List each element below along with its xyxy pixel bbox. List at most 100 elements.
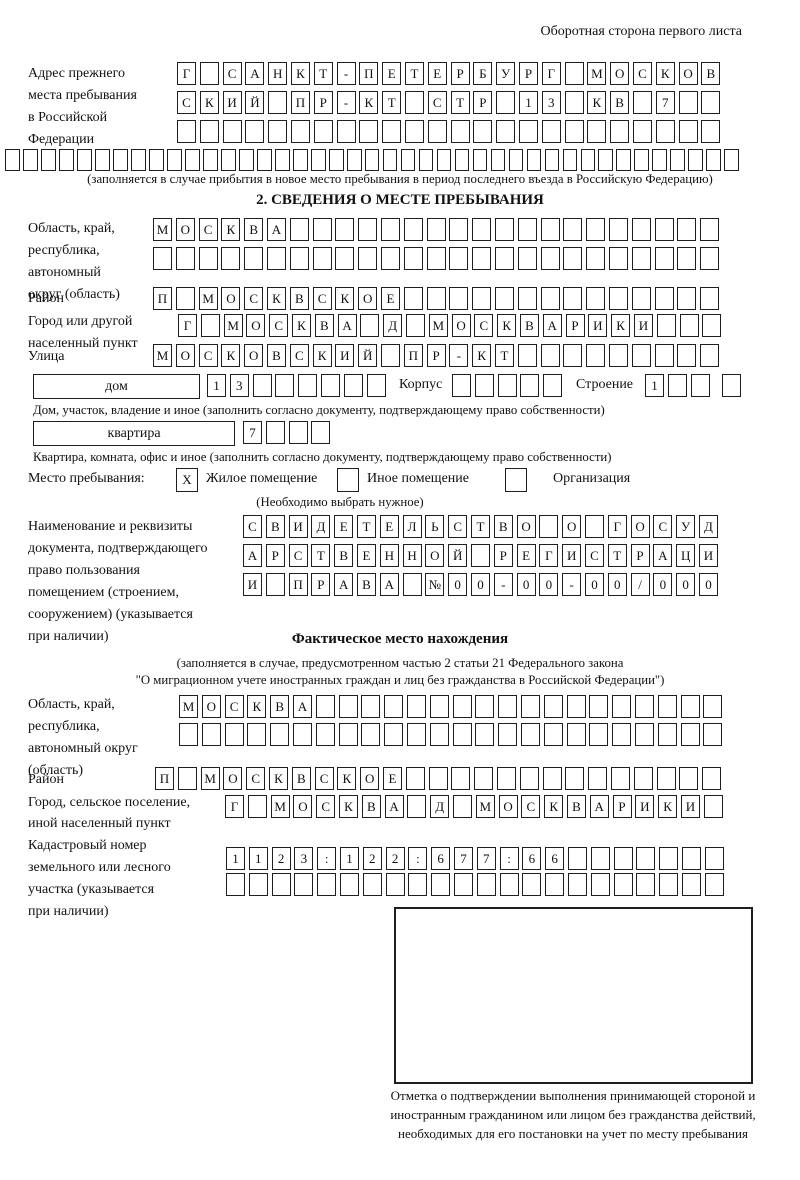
char-cell[interactable]	[680, 723, 700, 746]
char-cell[interactable]: К	[497, 314, 517, 337]
char-cell[interactable]	[564, 120, 584, 143]
char-cell[interactable]: К	[268, 767, 288, 790]
char-cell[interactable]: К	[291, 314, 311, 337]
char-cell[interactable]: Й	[245, 91, 265, 114]
char-cell[interactable]	[567, 847, 587, 870]
char-cell[interactable]: В	[265, 515, 285, 538]
char-cell[interactable]: Т	[404, 62, 424, 85]
char-cell[interactable]: -	[562, 573, 582, 596]
char-cell[interactable]	[679, 314, 699, 337]
char-cell[interactable]	[470, 544, 490, 567]
char-cell[interactable]	[517, 287, 537, 310]
char-cell[interactable]	[252, 374, 272, 397]
char-cell[interactable]	[315, 695, 335, 718]
char-cell[interactable]	[678, 120, 698, 143]
char-cell[interactable]	[179, 723, 198, 746]
char-cell[interactable]	[657, 695, 677, 718]
apartment-row[interactable]: 7	[243, 421, 331, 444]
char-cell[interactable]	[543, 695, 563, 718]
char-cell[interactable]: Р	[473, 91, 493, 114]
char-cell[interactable]: С	[243, 515, 262, 538]
char-cell[interactable]	[474, 767, 494, 790]
char-cell[interactable]: Н	[268, 62, 288, 85]
char-cell[interactable]	[407, 795, 427, 818]
char-cell[interactable]: К	[199, 91, 219, 114]
char-cell[interactable]: Е	[516, 544, 536, 567]
char-cell[interactable]	[247, 723, 267, 746]
char-cell[interactable]	[563, 344, 583, 367]
char-cell[interactable]	[566, 695, 586, 718]
char-cell[interactable]	[701, 120, 721, 143]
char-cell[interactable]: А	[292, 695, 312, 718]
char-cell[interactable]	[636, 847, 656, 870]
char-cell[interactable]: П	[290, 91, 310, 114]
char-cell[interactable]	[452, 795, 472, 818]
char-cell[interactable]: С	[289, 344, 309, 367]
char-cell[interactable]: К	[611, 314, 631, 337]
char-cell[interactable]	[288, 421, 308, 444]
char-cell[interactable]	[311, 421, 331, 444]
char-cell[interactable]: В	[270, 695, 290, 718]
char-cell[interactable]: Т	[494, 344, 514, 367]
char-cell[interactable]	[275, 374, 295, 397]
char-cell[interactable]	[428, 767, 448, 790]
char-cell[interactable]	[200, 314, 220, 337]
char-cell[interactable]	[677, 247, 697, 270]
char-cell[interactable]	[346, 149, 362, 171]
char-cell[interactable]	[384, 723, 404, 746]
actual-region-row-2[interactable]	[179, 723, 723, 746]
char-cell[interactable]	[703, 795, 723, 818]
char-cell[interactable]: С	[224, 695, 244, 718]
char-cell[interactable]	[274, 149, 290, 171]
char-cell[interactable]	[289, 218, 309, 241]
char-cell[interactable]: 1	[518, 91, 538, 114]
char-cell[interactable]: О	[562, 515, 582, 538]
char-cell[interactable]	[5, 149, 20, 171]
char-cell[interactable]	[475, 723, 495, 746]
char-cell[interactable]	[586, 247, 606, 270]
char-cell[interactable]	[540, 287, 560, 310]
char-cell[interactable]: В	[610, 91, 630, 114]
char-cell[interactable]: М	[179, 695, 198, 718]
char-cell[interactable]	[563, 287, 583, 310]
char-cell[interactable]: В	[701, 62, 721, 85]
char-cell[interactable]: О	[175, 218, 195, 241]
char-cell[interactable]	[449, 287, 469, 310]
char-cell[interactable]: Л	[402, 515, 422, 538]
char-cell[interactable]: С	[584, 544, 604, 567]
char-cell[interactable]	[540, 247, 560, 270]
house-box[interactable]: дом	[33, 374, 200, 399]
char-cell[interactable]	[616, 149, 632, 171]
char-cell[interactable]: И	[243, 573, 262, 596]
char-cell[interactable]: И	[635, 795, 655, 818]
char-cell[interactable]: Т	[313, 62, 333, 85]
char-cell[interactable]	[494, 247, 514, 270]
char-cell[interactable]	[265, 421, 285, 444]
char-cell[interactable]: И	[288, 515, 308, 538]
char-cell[interactable]	[517, 344, 537, 367]
char-cell[interactable]: 0	[539, 573, 559, 596]
char-cell[interactable]	[247, 795, 267, 818]
char-cell[interactable]	[563, 218, 583, 241]
char-cell[interactable]: :	[499, 847, 519, 870]
char-cell[interactable]	[567, 873, 587, 896]
char-cell[interactable]	[610, 767, 630, 790]
char-cell[interactable]: С	[653, 515, 673, 538]
char-cell[interactable]: К	[290, 62, 310, 85]
char-cell[interactable]	[404, 120, 424, 143]
char-cell[interactable]: 1	[248, 847, 268, 870]
char-cell[interactable]: И	[588, 314, 608, 337]
char-cell[interactable]: К	[221, 218, 241, 241]
char-cell[interactable]	[289, 247, 309, 270]
char-cell[interactable]	[406, 723, 426, 746]
char-cell[interactable]	[541, 120, 561, 143]
char-cell[interactable]	[94, 149, 110, 171]
char-cell[interactable]: М	[153, 218, 172, 241]
char-cell[interactable]: Е	[427, 62, 447, 85]
char-cell[interactable]	[472, 218, 492, 241]
char-cell[interactable]	[403, 247, 423, 270]
korpus-row[interactable]	[452, 374, 563, 397]
char-cell[interactable]: 0	[470, 573, 490, 596]
char-cell[interactable]	[542, 767, 562, 790]
